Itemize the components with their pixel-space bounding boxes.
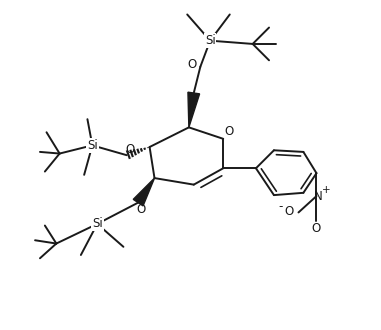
Text: Si: Si [87,139,98,152]
Text: +: + [322,185,331,195]
Text: -: - [278,200,283,213]
Polygon shape [188,92,200,127]
Text: O: O [137,203,146,216]
Polygon shape [133,178,155,206]
Text: O: O [125,143,134,156]
Text: O: O [187,58,197,71]
Text: O: O [312,222,321,235]
Text: Si: Si [205,34,216,47]
Text: N: N [314,190,322,203]
Text: O: O [285,205,294,218]
Text: Si: Si [92,217,102,230]
Text: O: O [224,125,234,138]
